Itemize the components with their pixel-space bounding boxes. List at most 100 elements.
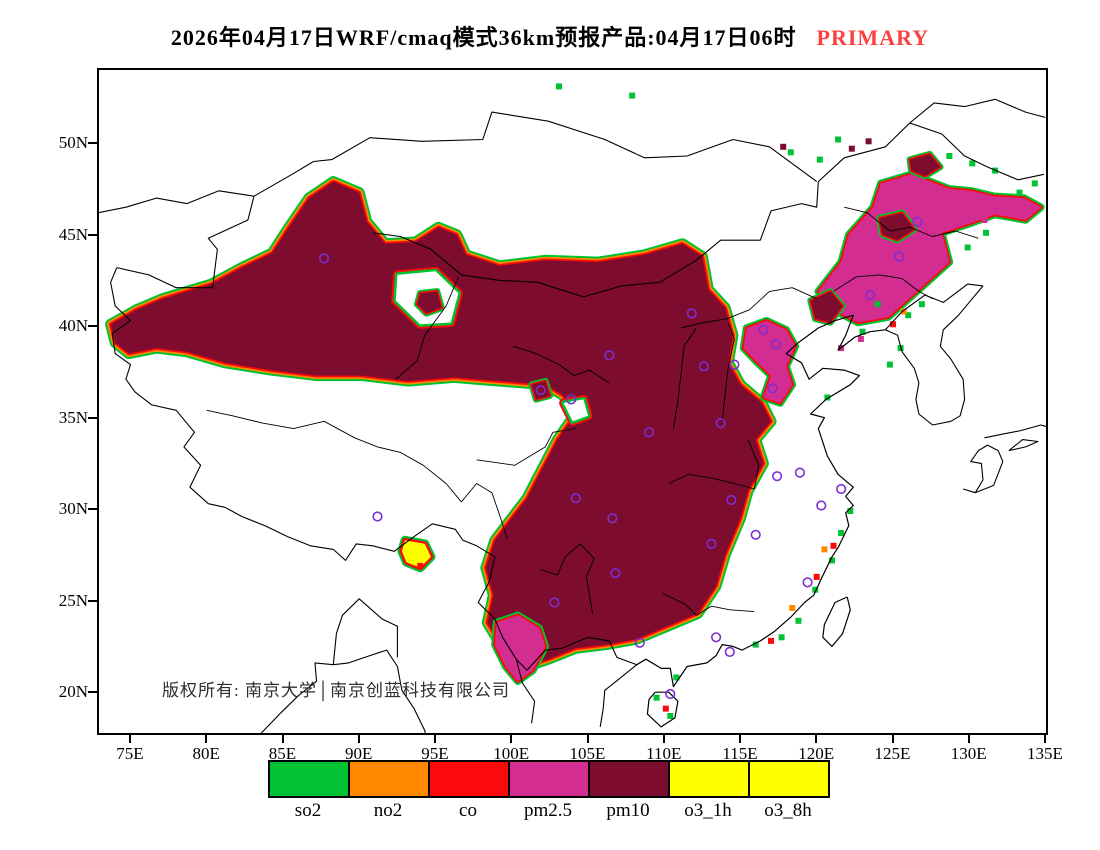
lon-tick [891, 735, 894, 743]
grid-cell-speckle [752, 641, 759, 648]
boundary-prov-xinjiang-gansu [395, 276, 459, 380]
lon-tick-label: 75E [116, 744, 144, 763]
boundary-china-kazakh-border [116, 196, 255, 289]
boundary-prov-shaanxi-shanxi [672, 327, 697, 429]
city-marker [893, 251, 905, 262]
title-text: 2026年04月17日WRF/cmaq模式36km预报产品:04月17日06时 [170, 25, 797, 50]
grid-cell-speckle [981, 217, 988, 223]
boundary-japan-kyushu [962, 444, 1004, 494]
lat-tick-label: 25N [58, 590, 88, 610]
city-marker [758, 324, 769, 335]
legend-swatch-pm2.5 [510, 762, 590, 796]
lat-tick [88, 325, 97, 327]
grid-cell-speckle [824, 394, 831, 401]
pm10-region [110, 181, 772, 667]
lon-tick [739, 735, 741, 743]
city-marker [912, 216, 923, 227]
grid-cell-speckle [838, 530, 845, 536]
lat-tick [88, 508, 97, 510]
grid-cell-speckle [787, 149, 794, 156]
legend-label-co: co [459, 800, 477, 821]
pm10-patch [879, 212, 915, 241]
legend-swatch-no2 [350, 762, 430, 796]
lon-tick [281, 735, 284, 743]
city-marker [710, 632, 722, 643]
boundary-prov-neimongol-south [680, 287, 817, 329]
boundary-prov-nanling [662, 592, 755, 616]
lon-tick-label: 110E [646, 744, 682, 763]
pm25-region [818, 174, 1041, 323]
grid-cell-speckle [816, 156, 823, 163]
boundary-korea-coast [885, 285, 984, 426]
grid-cell-speckle [890, 321, 896, 328]
boundary-prov-tibet-north [206, 409, 462, 503]
grid-cell-speckle [662, 705, 669, 712]
city-marker [570, 493, 581, 504]
legend-swatch-co [430, 762, 510, 796]
lat-tick-label: 35N [58, 407, 88, 427]
city-marker [864, 290, 876, 301]
lon-tick [815, 735, 818, 743]
lon-tick-label: 125E [874, 744, 911, 763]
grid-cell-speckle [886, 361, 893, 368]
grid-cell-speckle [848, 145, 855, 152]
legend-label-o3_8h: o3_8h [764, 800, 812, 821]
city-marker [607, 513, 618, 524]
grid-cell-speckle [780, 143, 787, 150]
boundary-china-coast [636, 314, 886, 688]
grid-cell-speckle [629, 92, 636, 99]
legend-swatch-o3_1h [670, 762, 750, 796]
lon-tick [434, 735, 436, 743]
lon-tick-label: 115E [722, 744, 758, 763]
pm10-patch [909, 154, 941, 177]
city-marker [715, 418, 726, 429]
page-title: 2026年04月17日WRF/cmaq模式36km预报产品:04月17日06时 P… [0, 20, 1100, 52]
lat-tick [88, 233, 97, 236]
china-airquality-map [99, 83, 1046, 733]
boundary-prov-liaoning-jilin [833, 274, 933, 300]
grid-cell-speckle [653, 694, 660, 701]
grid-cell-speckle [969, 160, 976, 167]
city-marker [706, 538, 717, 550]
boundary-prov-sichuan-tibet [461, 483, 508, 539]
city-marker [698, 361, 710, 372]
grid-cell-speckle [778, 634, 785, 641]
grid-cell-speckle [556, 83, 562, 90]
boundary-japan-honshu [984, 424, 1046, 439]
city-marker [535, 385, 546, 396]
legend-label-no2: no2 [373, 800, 403, 821]
grid-cell-speckle [829, 557, 835, 564]
grid-cell-speckle [857, 336, 864, 342]
lat-tick-label: 45N [58, 224, 88, 244]
legend-swatch-so2 [270, 762, 350, 796]
lon-tick-label: 120E [798, 744, 835, 763]
boundary-kazakh-russia-border [99, 111, 818, 214]
boundary-prov-jilin-heilongjiang [844, 206, 979, 239]
lon-tick [1044, 735, 1046, 743]
city-marker [372, 511, 383, 522]
boundary-china-west-border [110, 267, 477, 561]
boundary-hainan-coast [646, 691, 679, 728]
lon-tick [586, 735, 589, 743]
lat-tick-label: 20N [58, 682, 88, 701]
grid-cell-speckle [768, 637, 774, 644]
lon-tick [205, 735, 208, 743]
boundary-prov-gansu-qinghai [476, 428, 576, 466]
boundary-india-coast [260, 649, 426, 733]
pm10-patch [810, 291, 843, 323]
city-marker [750, 529, 761, 540]
lon-tick-label: 85E [268, 744, 297, 763]
pollution-fill-layer [105, 150, 1045, 685]
legend-labels: so2 no2 co pm2.5 pm10 o3_1h o3_8h [268, 800, 828, 822]
lon-tick-label: 130E [950, 744, 987, 763]
city-marker-layer [319, 216, 923, 700]
grid-cell-speckle [673, 674, 680, 681]
grid-cell-speckle [859, 328, 866, 335]
grid-cell-speckle [417, 562, 424, 569]
city-marker [610, 568, 621, 579]
map-frame: 版权所有: 南京大学│南京创蓝科技有限公司 [97, 68, 1048, 735]
legend-label-o3_1h: o3_1h [684, 800, 732, 821]
city-marker [767, 383, 778, 394]
grid-cell-speckle [813, 573, 820, 580]
lon-tick [967, 735, 970, 743]
